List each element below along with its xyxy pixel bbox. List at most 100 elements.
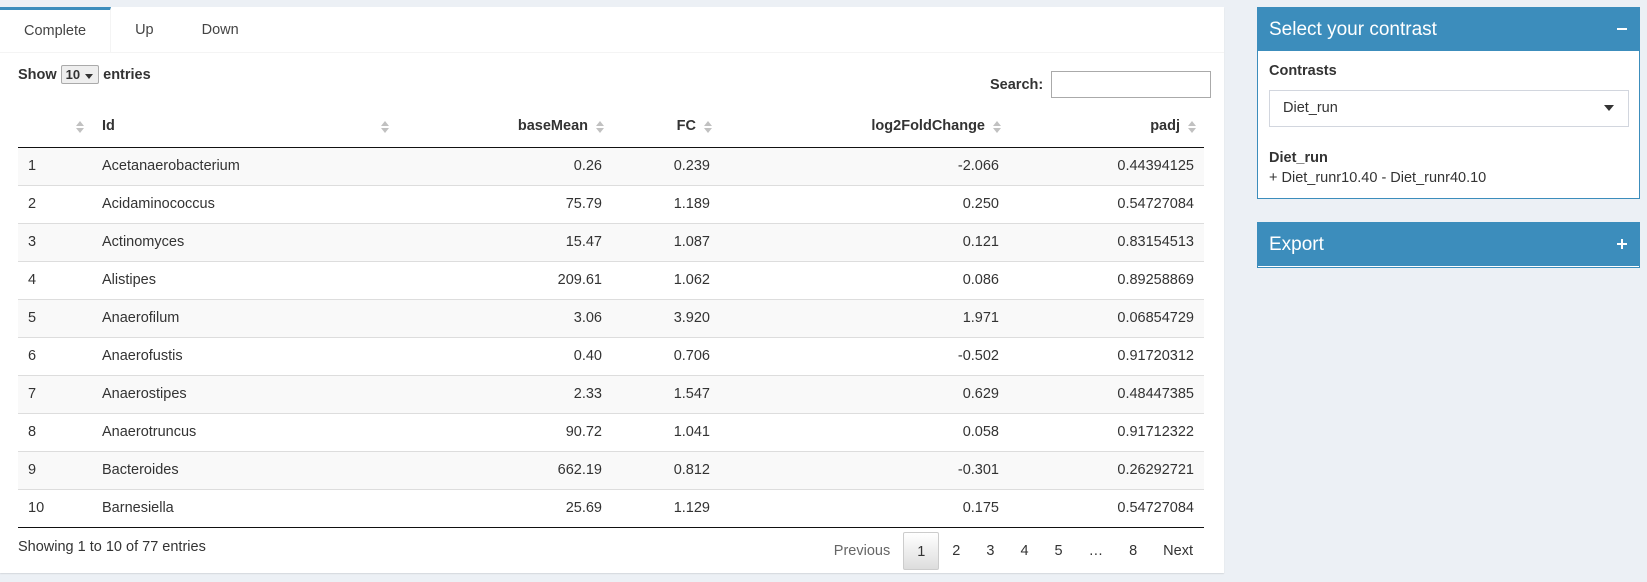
contrast-name: Diet_run — [1269, 150, 1328, 166]
table-cell: 0.250 — [720, 184, 1009, 223]
table-cell: 0.121 — [720, 222, 1009, 261]
table-cell: 662.19 — [397, 450, 612, 489]
page-button[interactable]: 3 — [986, 543, 995, 559]
label: entries — [103, 66, 151, 83]
table-body: 1 Acetanaerobacterium 0.26 0.239 -2.066 0.443… — [18, 146, 1204, 528]
results-panel: Complete Up Down Show 10 entries Search:… — [0, 7, 1224, 573]
table-cell: 1.041 — [612, 412, 720, 451]
table-row: 2 Acidaminococcus 75.79 1.189 0.250 0.5472708… — [18, 184, 1204, 223]
table-cell: 3 — [18, 222, 92, 261]
table-cell: 0.89258869 — [1009, 260, 1204, 299]
table-cell: 1 — [18, 146, 92, 185]
table-cell: 1.547 — [612, 374, 720, 413]
table-cell: 1.971 — [720, 298, 1009, 337]
table-cell: 0.44394125 — [1009, 146, 1204, 185]
length-select[interactable]: 10 — [60, 65, 100, 84]
table-cell: 6 — [18, 336, 92, 375]
table-cell: 25.69 — [397, 488, 612, 528]
table-cell: 9 — [18, 450, 92, 489]
tab[interactable]: Up — [135, 22, 154, 38]
page-button[interactable]: 8 — [1129, 543, 1138, 559]
collapse-icon[interactable] — [1617, 28, 1627, 30]
table-row: 10 Barnesiella 25.69 1.129 0.175 0.54727084 — [18, 488, 1204, 528]
table-cell: 1.129 — [612, 488, 720, 528]
page-button[interactable]: Previous — [833, 543, 891, 559]
column-header[interactable]: Id — [92, 105, 397, 148]
contrast-select[interactable]: Diet_run — [1269, 90, 1629, 127]
table-cell: Barnesiella — [92, 488, 397, 528]
table-cell: Anaerostipes — [92, 374, 397, 413]
table-cell: 0.239 — [612, 146, 720, 185]
data-table: Id baseMean FC log2FoldChange padj 1 Acetanae… — [18, 105, 1204, 528]
page-button[interactable]: Next — [1163, 543, 1193, 559]
index-header — [18, 105, 92, 148]
table-cell: -0.301 — [720, 450, 1009, 489]
page-button[interactable]: 1 — [903, 532, 940, 570]
table-cell: 1.062 — [612, 260, 720, 299]
box-header[interactable]: Export — [1258, 223, 1639, 266]
table-cell: Acidaminococcus — [92, 184, 397, 223]
page-button[interactable]: 5 — [1054, 543, 1063, 559]
table-cell: -2.066 — [720, 146, 1009, 185]
table-cell: 3.06 — [397, 298, 612, 337]
table-row: 6 Anaerofustis 0.40 0.706 -0.502 0.91720312 — [18, 336, 1204, 375]
column-header[interactable]: FC — [612, 105, 720, 148]
table-cell: 1.087 — [612, 222, 720, 261]
table-info: Showing 1 to 10 of 77 entries — [18, 539, 206, 555]
page-button[interactable]: 4 — [1020, 543, 1029, 559]
contrast-formula: + Diet_runr10.40 - Diet_runr40.10 — [1269, 170, 1487, 186]
table-cell: 0.26292721 — [1009, 450, 1204, 489]
header-row: Id baseMean FC log2FoldChange padj — [18, 105, 1204, 148]
table-cell: 0.086 — [720, 260, 1009, 299]
table-cell: 10 — [18, 488, 92, 528]
table-cell: 0.175 — [720, 488, 1009, 528]
search-input[interactable] — [1051, 71, 1212, 98]
expand-icon[interactable] — [1617, 239, 1627, 249]
table-row: 8 Anaerotruncus 90.72 1.041 0.058 0.91712322 — [18, 412, 1204, 451]
table-cell: 0.91712322 — [1009, 412, 1204, 451]
tab[interactable]: Complete — [0, 7, 112, 52]
search: Search: — [990, 71, 1212, 98]
table-cell: 0.54727084 — [1009, 488, 1204, 528]
table-row: 9 Bacteroides 662.19 0.812 -0.301 0.26292721 — [18, 450, 1204, 489]
table-row: 4 Alistipes 209.61 1.062 0.086 0.89258869 — [18, 260, 1204, 299]
table-cell: 7 — [18, 374, 92, 413]
table-cell: Bacteroides — [92, 450, 397, 489]
page-button[interactable]: 2 — [952, 543, 961, 559]
column-header[interactable]: log2FoldChange — [720, 105, 1009, 148]
table-cell: 4 — [18, 260, 92, 299]
table-row: 7 Anaerostipes 2.33 1.547 0.629 0.48447385 — [18, 374, 1204, 413]
table-cell: 1.189 — [612, 184, 720, 223]
table-row: 1 Acetanaerobacterium 0.26 0.239 -2.066 0.443… — [18, 146, 1204, 185]
table-cell: 15.47 — [397, 222, 612, 261]
table-cell: 90.72 — [397, 412, 612, 451]
pagination: Previous 1 2 3 4 5 … 8 Next — [821, 532, 1206, 570]
table-cell: Anaerotruncus — [92, 412, 397, 451]
table-cell: 75.79 — [397, 184, 612, 223]
table-cell: 0.629 — [720, 374, 1009, 413]
table-cell: 2 — [18, 184, 92, 223]
tab-bar: Complete Up Down — [0, 7, 1224, 53]
search-label: Search: — [990, 76, 1044, 93]
contrast-box: Select your contrast Contrasts Diet_run … — [1257, 7, 1640, 199]
column-header[interactable]: baseMean — [397, 105, 612, 148]
box-header[interactable]: Select your contrast — [1258, 8, 1639, 51]
table-cell: 0.06854729 — [1009, 298, 1204, 337]
table-cell: 2.33 — [397, 374, 612, 413]
table-cell: Anaerofustis — [92, 336, 397, 375]
box-title: Select your contrast — [1269, 19, 1437, 40]
table-cell: 0.058 — [720, 412, 1009, 451]
table-cell: 8 — [18, 412, 92, 451]
table-cell: 0.40 — [397, 336, 612, 375]
page-button[interactable]: … — [1088, 543, 1104, 559]
table-row: 3 Actinomyces 15.47 1.087 0.121 0.83154513 — [18, 222, 1204, 261]
table-cell: 0.48447385 — [1009, 374, 1204, 413]
table-cell: 0.91720312 — [1009, 336, 1204, 375]
column-header[interactable]: padj — [1009, 105, 1204, 148]
label: Show — [18, 66, 57, 83]
table-cell: 0.706 — [612, 336, 720, 375]
table-cell: 209.61 — [397, 260, 612, 299]
tab[interactable]: Down — [201, 22, 239, 38]
table-cell: 3.920 — [612, 298, 720, 337]
